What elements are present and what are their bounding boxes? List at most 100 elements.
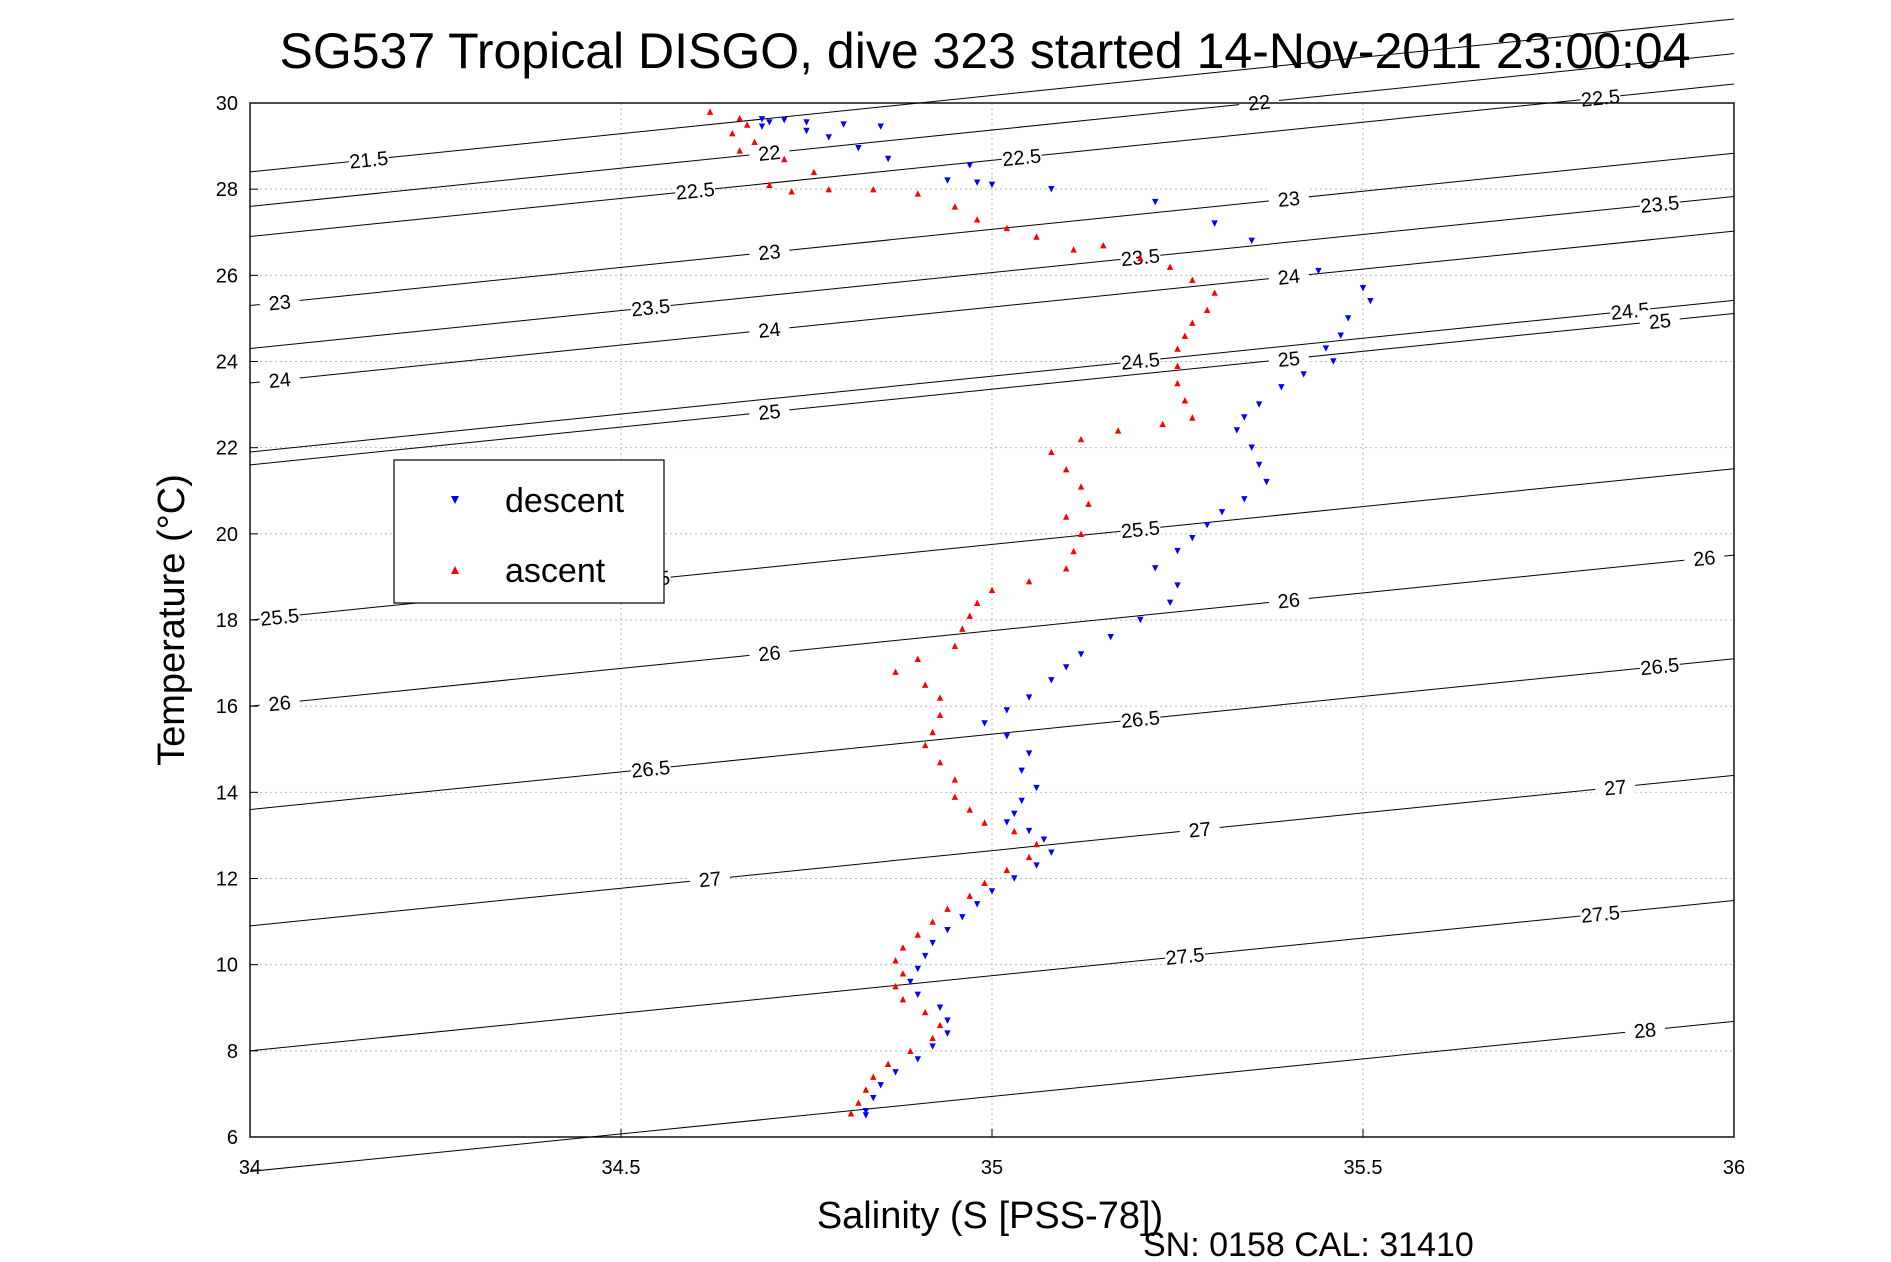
descent-point: [1152, 565, 1159, 572]
isopycnal-label-bg: [258, 366, 301, 392]
ascent-point: [1189, 414, 1196, 421]
isopycnal-label-bg: [1638, 190, 1681, 217]
isopycnal-label: 27: [1603, 776, 1627, 800]
ascent-point: [951, 203, 959, 210]
isopycnal-label-bg: [1594, 773, 1637, 800]
isopycnal-line: [249, 1020, 1735, 1172]
descent-point: [1077, 651, 1085, 658]
isopycnal-label-bg: [258, 603, 301, 629]
descent-point: [781, 117, 788, 124]
descent-point: [1018, 767, 1025, 774]
ascent-point: [981, 819, 988, 826]
descent-point: [1359, 285, 1367, 292]
isopycnal-label-bg: [1119, 515, 1162, 542]
descent-point: [877, 123, 884, 130]
y-tick-label: 10: [216, 955, 238, 977]
descent-point: [1033, 862, 1040, 869]
descent-point: [929, 939, 936, 947]
descent-point: [1003, 707, 1011, 714]
ascent-point: [825, 185, 832, 193]
isopycnal-label: 24: [757, 319, 781, 343]
descent-point: [1248, 444, 1255, 451]
isopycnal-label-bg: [1119, 705, 1162, 732]
isopycnal-label-bg: [629, 754, 672, 781]
isopycnal-label-bg: [688, 865, 731, 892]
descent-point: [988, 888, 996, 895]
descent-point: [1211, 220, 1218, 227]
descent-point: [1033, 784, 1040, 792]
descent-point: [1137, 616, 1144, 624]
ascent-point: [766, 181, 773, 189]
ascent-point: [870, 1073, 877, 1080]
isopycnal-label-bg: [1000, 143, 1043, 170]
y-tick-label: 12: [216, 869, 238, 891]
descent-point: [966, 162, 973, 169]
descent-point: [758, 123, 766, 130]
ascent-point: [862, 1086, 870, 1093]
descent-point: [1003, 819, 1011, 826]
isopycnal-label-bg: [1178, 815, 1221, 842]
ascent-point: [736, 114, 743, 122]
ascent-point: [959, 625, 966, 632]
ascent-point: [929, 1034, 936, 1042]
isopycnal-label-bg: [1119, 347, 1162, 373]
isopycnal-label-bg: [748, 397, 791, 424]
ascent-point: [751, 138, 758, 145]
ascent-point: [1085, 500, 1092, 507]
isopycnal-label: 25: [757, 401, 781, 425]
descent-point: [1337, 332, 1344, 339]
y-tick-label: 22: [216, 438, 238, 460]
descent-point: [1241, 496, 1248, 503]
y-tick-label: 8: [227, 1041, 238, 1063]
descent-point: [1174, 547, 1181, 555]
descent-point: [1003, 733, 1011, 740]
ascent-point: [988, 586, 996, 594]
isopycnal-label: 26: [1692, 547, 1716, 571]
descent-point: [1040, 836, 1048, 843]
x-axis-ticks: 34 34.5 35 35.5 36: [239, 1129, 1745, 1179]
descent-point: [825, 134, 832, 141]
isopycnal-label: 27.5: [1580, 902, 1621, 928]
ascent-point: [922, 681, 929, 688]
ascent-point: [966, 612, 973, 619]
descent-point: [907, 978, 914, 986]
descent-point: [1174, 582, 1181, 589]
ascent-point: [870, 185, 877, 193]
descent-point: [1048, 677, 1055, 684]
descent-legend-marker: [451, 496, 459, 504]
descent-point: [892, 1069, 899, 1076]
descent-point: [922, 952, 929, 960]
isopycnal-label: 24: [268, 369, 292, 393]
ascent-point: [1174, 379, 1181, 387]
legend-box: [393, 459, 665, 604]
isopycnal-label-bg: [1638, 652, 1681, 679]
isopycnal-label-bg: [1267, 262, 1310, 289]
descent-point: [944, 177, 951, 184]
isopycnal-label-bg: [1267, 344, 1310, 371]
descent-point: [1048, 849, 1055, 856]
isopycnal-label: 26: [268, 692, 292, 716]
ascent-point: [936, 694, 944, 701]
ascent-point: [1114, 427, 1122, 434]
chart-title: SG537 Tropical DISGO, dive 323 started 1…: [280, 23, 1691, 79]
x-tick-label: 35: [981, 1157, 1003, 1179]
ascent-point: [899, 944, 907, 951]
isopycnal-label: 26: [1277, 589, 1301, 613]
isopycnal-label: 22.5: [675, 179, 716, 205]
isopycnal-label: 22.5: [1001, 145, 1042, 171]
ascent-point: [1174, 345, 1181, 352]
ascent-point: [1189, 276, 1196, 283]
descent-point: [959, 914, 966, 921]
descent-point: [1330, 358, 1337, 365]
ascent-point: [914, 931, 921, 938]
isopycnal-label: 25.5: [259, 605, 300, 631]
isopycnal-line: [249, 230, 1735, 384]
ascent-point: [884, 1060, 892, 1067]
isopycnal-line: [249, 554, 1735, 707]
descent-point: [914, 991, 921, 999]
isopycnal-label: 27: [1188, 818, 1212, 842]
descent-point: [1166, 599, 1174, 606]
descent-point: [1241, 414, 1248, 421]
ascent-point: [1077, 530, 1085, 538]
ascent-point: [788, 188, 795, 195]
